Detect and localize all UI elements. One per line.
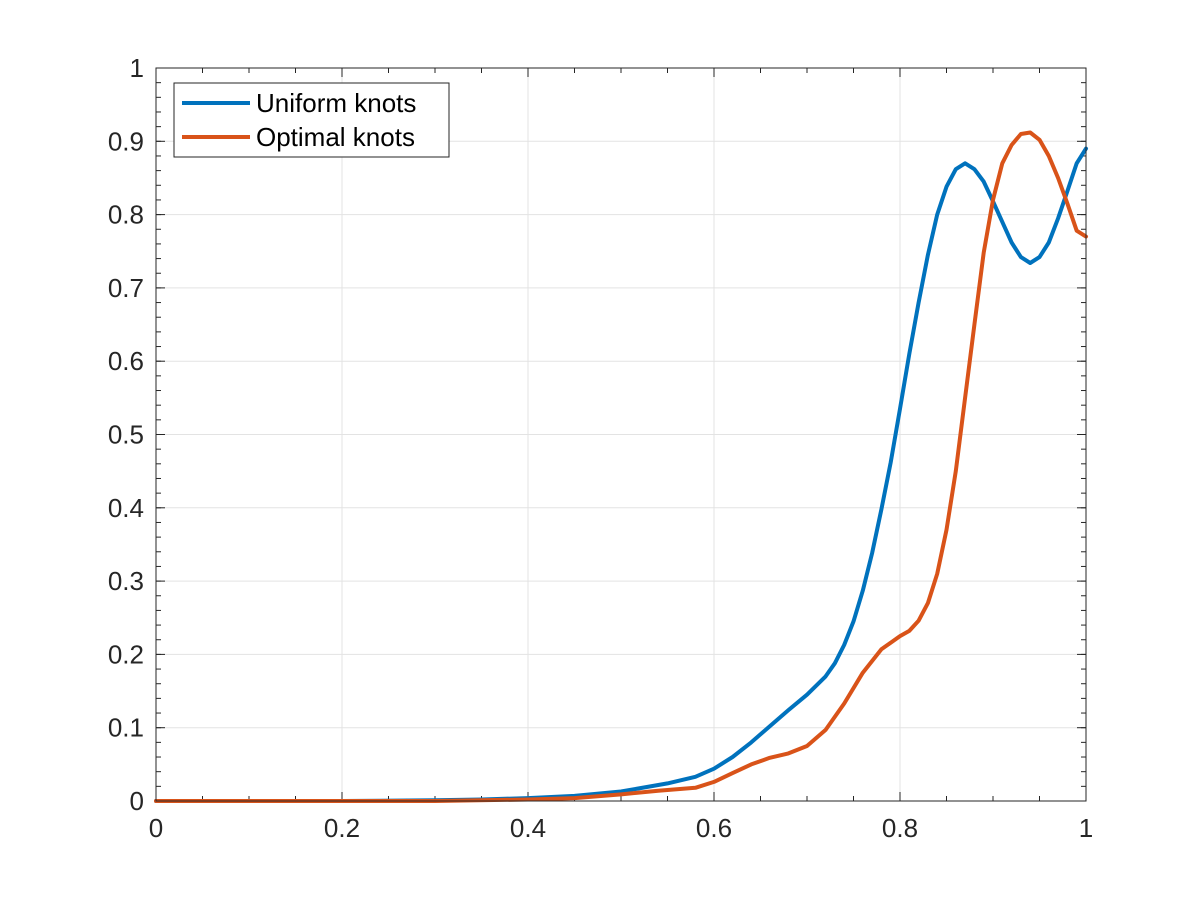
y-tick-label: 0.7 — [108, 273, 144, 303]
y-tick-label: 0.9 — [108, 126, 144, 156]
axes-box — [155, 67, 1087, 802]
x-tick-label: 0.4 — [510, 813, 546, 843]
y-tick-label: 0.1 — [108, 713, 144, 743]
series-line-uniform-knots — [154, 146, 1088, 803]
y-tick-label: 0 — [130, 786, 144, 816]
x-tick-label: 0 — [149, 813, 163, 843]
series-line-optimal-knots — [154, 130, 1088, 803]
x-tick-label: 1 — [1079, 813, 1093, 843]
y-tick-label: 0.3 — [108, 566, 144, 596]
legend-label: Uniform knots — [256, 88, 416, 118]
x-tick-label: 0.8 — [882, 813, 918, 843]
y-tick-label: 0.8 — [108, 200, 144, 230]
series-lines — [154, 130, 1088, 803]
y-tick-label: 0.5 — [108, 420, 144, 450]
y-tick-label: 0.4 — [108, 493, 144, 523]
legend-label: Optimal knots — [256, 122, 415, 152]
legend-box — [173, 82, 450, 158]
legend: Uniform knots Optimal knots — [173, 82, 450, 158]
y-tick-labels: 0 0.1 0.2 0.3 0.4 0.5 0.6 0.7 0.8 0.9 1 — [108, 53, 144, 816]
x-tick-label: 0.6 — [696, 813, 732, 843]
x-tick-labels: 0 0.2 0.4 0.6 0.8 1 — [149, 813, 1093, 843]
minor-ticks — [155, 67, 1087, 802]
y-tick-label: 1 — [130, 53, 144, 83]
x-tick-label: 0.2 — [324, 813, 360, 843]
y-tick-label: 0.2 — [108, 639, 144, 669]
y-tick-label: 0.6 — [108, 346, 144, 376]
